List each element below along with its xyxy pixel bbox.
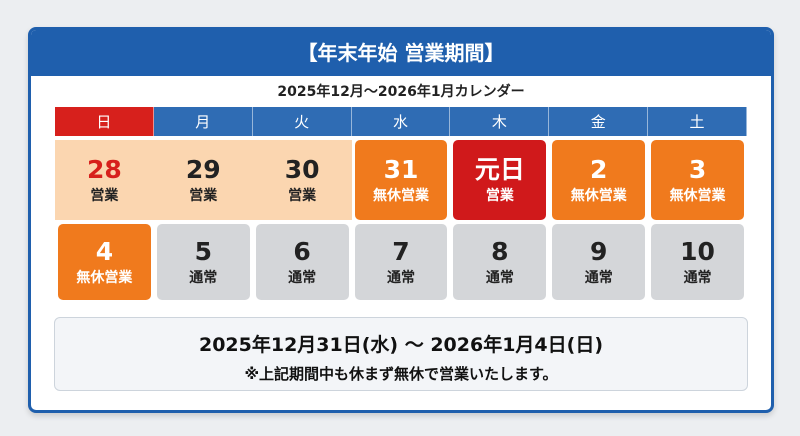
weekday-header: 日 xyxy=(55,107,154,136)
notice-card: 【年末年始 営業期間】 2025年12月〜2026年1月カレンダー 日月火水木金… xyxy=(28,27,774,413)
day-status: 無休営業 xyxy=(669,188,726,204)
day-cell: 29 営業 xyxy=(153,140,253,220)
day-date: 6 xyxy=(293,237,311,266)
weekday-header: 土 xyxy=(648,107,747,136)
weekday-header: 金 xyxy=(549,107,649,136)
day-status: 通常 xyxy=(584,270,613,286)
day-cell: 元日 営業 xyxy=(453,140,547,220)
day-status: 無休営業 xyxy=(372,188,429,204)
day-cell: 31 無休営業 xyxy=(354,140,448,220)
day-cell: 7 通常 xyxy=(354,224,448,300)
day-status: 無休営業 xyxy=(570,188,627,204)
day-date: 3 xyxy=(688,155,707,184)
day-cell: 9 通常 xyxy=(552,224,646,300)
day-cell: 8 通常 xyxy=(453,224,547,300)
day-status: 営業 xyxy=(90,188,119,204)
weekday-header: 木 xyxy=(450,107,550,136)
period-text: 2025年12月31日(水) 〜 2026年1月4日(日) xyxy=(198,334,604,356)
weekday-header: 月 xyxy=(153,107,253,136)
day-date: 28 xyxy=(87,155,122,184)
notice-box: 2025年12月31日(水) 〜 2026年1月4日(日) ※上記期間中も休まず… xyxy=(54,317,748,391)
day-cell: 2 無休営業 xyxy=(552,140,646,220)
day-date: 5 xyxy=(194,237,212,266)
day-cell: 30 営業 xyxy=(252,140,352,220)
calendar-subtitle: 2025年12月〜2026年1月カレンダー xyxy=(277,84,525,100)
weekday-header: 水 xyxy=(351,107,451,136)
day-date: 10 xyxy=(680,237,715,266)
day-status: 通常 xyxy=(683,270,712,286)
day-status: 営業 xyxy=(485,188,514,204)
day-date: 8 xyxy=(491,237,509,266)
day-date: 2 xyxy=(590,155,608,184)
day-cell: 3 無休営業 xyxy=(651,140,744,220)
day-date: 31 xyxy=(383,155,419,184)
day-cell: 6 通常 xyxy=(255,224,349,300)
day-status: 営業 xyxy=(288,188,317,204)
day-date: 29 xyxy=(185,155,221,184)
day-date: 元日 xyxy=(474,155,525,184)
message-text: ※上記期間中も休まず無休で営業いたします。 xyxy=(244,365,558,383)
day-date: 9 xyxy=(590,237,608,266)
day-cell: 28 営業 xyxy=(55,140,154,220)
day-date: 7 xyxy=(392,237,410,266)
day-status: 通常 xyxy=(189,270,218,286)
day-cell: 4 無休営業 xyxy=(58,224,151,300)
day-date: 4 xyxy=(95,237,114,266)
weekday-header: 火 xyxy=(252,107,352,136)
day-status: 通常 xyxy=(386,270,415,286)
calendar-grid: 日月火水木金土 28 営業 29 営業 30 営業 31 無休営業 元日 営業 2 無休営業 3 無休営業 4… xyxy=(55,107,747,300)
card-title: 【年末年始 営業期間】 xyxy=(31,30,771,76)
day-status: 通常 xyxy=(288,270,317,286)
day-status: 通常 xyxy=(485,270,514,286)
day-status: 無休営業 xyxy=(76,270,133,286)
day-cell: 5 通常 xyxy=(156,224,250,300)
day-cell: 10 通常 xyxy=(651,224,744,300)
day-status: 営業 xyxy=(189,188,218,204)
day-date: 30 xyxy=(284,155,320,184)
